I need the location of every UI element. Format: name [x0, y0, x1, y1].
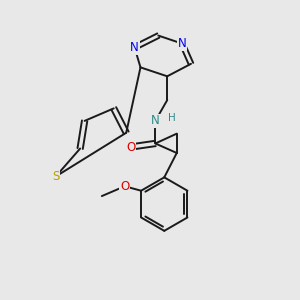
Text: N: N [130, 41, 139, 54]
Text: N: N [178, 37, 187, 50]
Text: O: O [126, 140, 135, 154]
Text: H: H [168, 113, 176, 124]
Text: S: S [52, 170, 59, 183]
Text: N: N [151, 114, 160, 128]
Text: O: O [120, 180, 129, 193]
